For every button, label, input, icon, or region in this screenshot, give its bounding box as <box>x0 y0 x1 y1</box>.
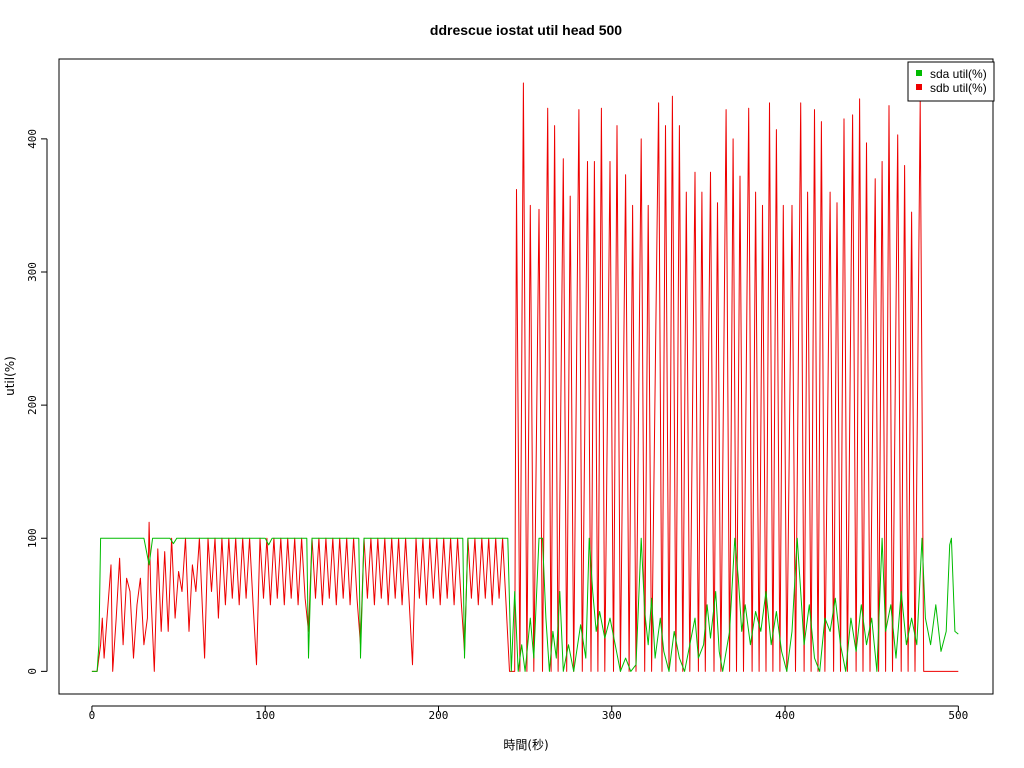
x-axis: 0 100 200 300 400 500 <box>89 705 968 722</box>
chart-title: ddrescue iostat util head 500 <box>430 22 622 38</box>
plot-frame <box>58 58 994 695</box>
y-axis-label: util(%) <box>3 356 17 396</box>
legend: sda util(%) sdb util(%) <box>907 61 995 102</box>
y-tick-label: 300 <box>26 262 39 282</box>
y-tick-label: 100 <box>26 528 39 548</box>
y-tick-label: 0 <box>26 668 39 675</box>
x-tick-label: 300 <box>602 709 622 722</box>
series-line-sdb <box>91 82 959 672</box>
y-axis: 0 100 200 300 400 <box>26 129 48 675</box>
x-tick-label: 400 <box>775 709 795 722</box>
legend-label-sdb: sdb util(%) <box>930 81 987 95</box>
x-tick-label: 0 <box>89 709 96 722</box>
y-tick-label: 200 <box>26 395 39 415</box>
y-tick-label: 400 <box>26 129 39 149</box>
x-axis-label: 時間(秒) <box>503 738 548 752</box>
legend-swatch-sdb <box>916 84 922 90</box>
legend-box <box>907 61 995 102</box>
legend-swatch-sda <box>916 70 922 76</box>
x-tick-label: 200 <box>429 709 449 722</box>
x-tick-label: 100 <box>255 709 275 722</box>
legend-label-sda: sda util(%) <box>930 67 987 81</box>
x-tick-label: 500 <box>948 709 968 722</box>
series-line-sda <box>91 537 959 672</box>
series-group <box>91 82 959 672</box>
